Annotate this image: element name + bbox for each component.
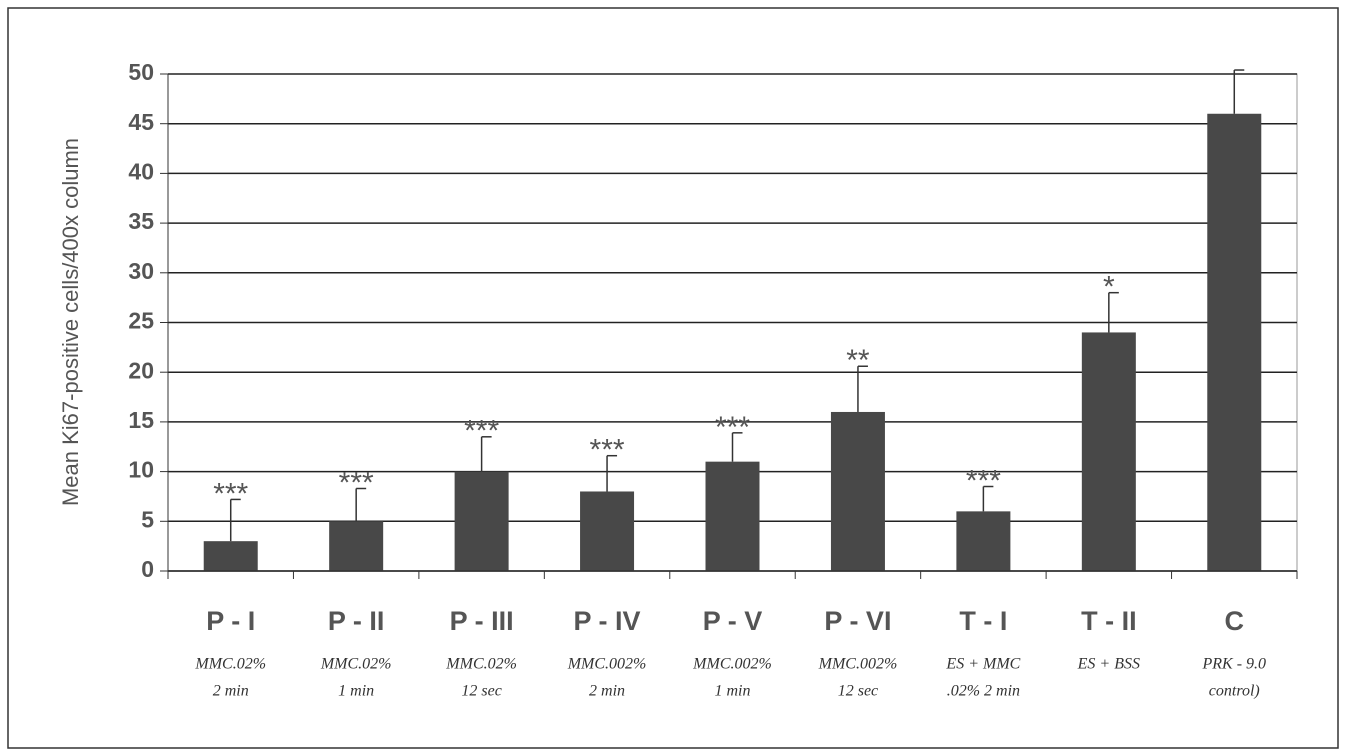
bar [1081,332,1136,571]
annotation: * [1103,271,1115,304]
x-sublabel: MMC.02% [445,656,517,673]
bar [830,411,885,571]
y-tick-label: 10 [128,457,154,483]
x-sublabel: ES + MMC [945,656,1020,673]
y-tick-label: 40 [128,158,154,184]
x-tick-label: P - III [450,606,514,636]
annotation: *** [966,464,1001,497]
bar [956,511,1011,571]
x-sublabel: control) [1209,683,1260,700]
y-tick-label: 20 [128,357,154,383]
x-sublabel: MMC.002% [692,656,772,673]
annotation: *** [590,434,625,467]
x-sublabel: 1 min [338,683,374,700]
x-sublabel: 2 min [213,683,249,700]
x-sublabel: 12 sec [461,683,501,700]
y-tick-label: 50 [128,59,154,85]
annotation: ** [846,344,870,377]
x-tick-label: T - II [1081,606,1137,636]
x-tick-label: P - V [703,606,763,636]
x-tick-label: P - I [206,606,255,636]
x-tick-label: P - VI [824,606,891,636]
x-sublabel: MMC.02% [194,656,266,673]
x-tick-label: P - IV [574,606,641,636]
annotation: *** [213,477,248,510]
y-axis-label: Mean Ki67-positive cells/400x column [58,138,83,506]
x-tick-label: C [1225,606,1245,636]
annotation: *** [715,411,750,444]
x-tick-label: T - I [959,606,1007,636]
frame [7,7,1339,749]
x-sublabel: ES + BSS [1077,656,1140,673]
x-sublabel: 2 min [589,683,625,700]
x-sublabel: PRK - 9.0 [1202,656,1267,673]
y-tick-label: 15 [128,407,154,433]
y-tick-label: 45 [128,109,154,135]
y-tick-label: 30 [128,258,154,284]
y-tick-label: 35 [128,208,154,234]
annotation: *** [464,415,499,448]
x-sublabel: .02% 2 min [947,683,1020,700]
x-sublabel: 1 min [715,683,751,700]
bar [203,541,258,571]
x-sublabel: MMC.002% [818,656,898,673]
x-tick-label: P - II [328,606,385,636]
bar [329,521,384,571]
y-tick-label: 0 [141,556,154,582]
bar [454,471,509,571]
bar [1207,113,1262,571]
annotation: *** [339,466,374,499]
y-tick-label: 25 [128,308,154,334]
x-sublabel: MMC.002% [567,656,647,673]
bar [705,461,760,571]
y-tick-label: 5 [141,506,154,532]
x-sublabel: MMC.02% [320,656,392,673]
x-sublabel: 12 sec [838,683,878,700]
bar [580,491,635,571]
